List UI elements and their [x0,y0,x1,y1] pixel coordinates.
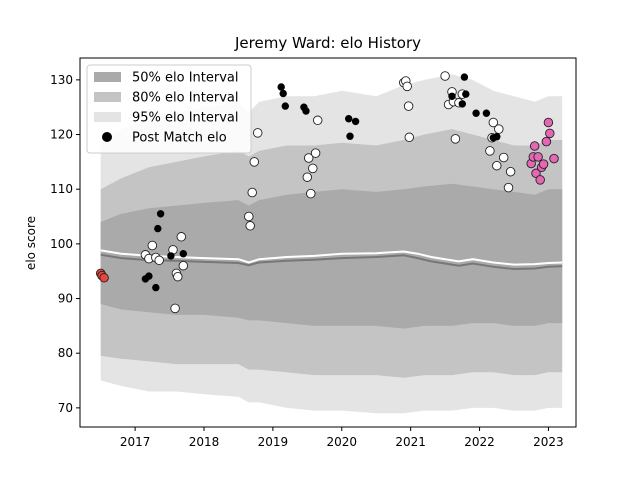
data-point [147,240,158,251]
chart-title: Jeremy Ward: elo History [234,34,421,52]
x-tick-label: 2018 [189,435,220,449]
data-point [403,101,414,111]
y-tick-label: 110 [50,182,73,196]
legend-swatch [94,92,121,102]
data-point [346,132,354,140]
legend-marker [102,132,112,142]
data-point [538,159,549,169]
y-tick-label: 70 [58,401,73,415]
data-point [529,141,540,151]
data-point [244,211,254,222]
data-point [533,152,543,162]
x-tick-label: 2017 [120,435,151,449]
data-point [245,221,255,231]
x-tick-label: 2020 [327,435,358,449]
y-tick-label: 90 [58,292,73,306]
data-point [402,81,412,92]
data-point [308,163,318,174]
y-tick-label: 80 [58,346,73,360]
data-point [545,128,555,139]
data-point [498,152,509,163]
data-point [460,73,469,81]
data-point [312,115,323,126]
data-point [549,153,559,164]
interval-bands [100,74,563,414]
x-tick-label: 2023 [533,435,564,449]
data-point [482,109,491,117]
data-point [152,283,160,292]
data-point [472,109,480,117]
data-point [170,303,180,314]
legend-label: 50% elo Interval [132,71,239,86]
plot-frame [79,57,577,428]
data-point [145,272,153,280]
data-point [505,166,516,177]
data-point [485,146,495,156]
data-point [176,232,187,242]
elo-lines [100,249,563,271]
data-point [179,250,188,258]
legend: 50% elo Interval 80% elo Interval 95% elo … [86,64,252,154]
data-point [303,153,314,163]
x-tick-label: 2022 [464,435,495,449]
axis-ticks: 2017 2018 2019 2020 2021 2022 2023 70 80 90 100 110… [50,73,564,449]
band-50 [100,183,563,329]
data-point [156,210,165,218]
data-point [462,90,470,98]
mean-line [100,249,563,266]
data-point [281,102,289,110]
data-point [531,168,541,179]
data-point [345,114,353,123]
data-point [154,255,164,266]
data-point [404,132,415,143]
data-point [279,89,287,98]
legend-swatch [94,112,121,122]
legend-label: 95% elo Interval [132,111,239,126]
data-point [252,128,263,138]
x-tick-label: 2019 [258,435,289,449]
data-point [167,252,175,260]
data-point [302,172,313,182]
y-tick-label: 120 [50,128,73,142]
legend-label: 80% elo Interval [132,91,239,106]
data-point [277,83,285,91]
data-point [249,157,260,167]
data-point [351,117,360,126]
data-point [302,107,310,115]
data-point [310,148,321,158]
data-point [306,188,316,199]
y-tick-label: 100 [50,237,73,251]
y-axis-label: elo score [24,216,38,270]
data-point [154,224,162,233]
x-tick-label: 2021 [395,435,426,449]
data-point [535,175,545,185]
y-tick-label: 130 [50,73,73,87]
legend-box [86,64,252,154]
post-match-points [95,71,559,314]
data-point [440,71,450,81]
data-point [448,92,456,101]
data-point [178,260,189,271]
legend-label: Post Match elo [132,131,227,146]
data-point [450,134,461,144]
data-point [99,273,109,283]
median-line [100,253,563,271]
data-point [494,124,504,134]
data-point [492,160,502,171]
data-point [503,182,514,193]
data-point [488,117,499,128]
data-point [541,136,552,147]
data-point [247,187,257,198]
data-point [543,117,554,128]
legend-swatch [94,72,121,82]
data-point [173,271,183,282]
data-point [458,100,466,108]
data-point [493,133,501,141]
